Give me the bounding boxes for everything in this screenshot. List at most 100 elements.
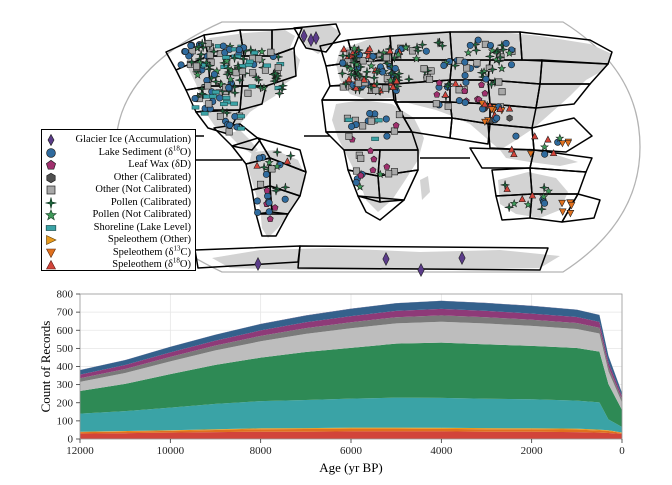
x-tick-label: 10000 bbox=[157, 445, 185, 457]
proxy-marker bbox=[481, 118, 489, 126]
proxy-marker bbox=[496, 104, 504, 112]
proxy-marker bbox=[362, 67, 372, 77]
proxy-marker bbox=[482, 75, 490, 83]
proxy-marker bbox=[278, 81, 288, 91]
proxy-marker bbox=[342, 61, 352, 71]
proxy-marker bbox=[268, 165, 276, 173]
proxy-marker bbox=[375, 169, 385, 179]
proxy-marker bbox=[567, 202, 576, 210]
proxy-marker bbox=[216, 94, 224, 102]
proxy-marker bbox=[205, 100, 213, 108]
y-tick-label: 200 bbox=[57, 397, 74, 409]
proxy-marker bbox=[391, 64, 399, 72]
proxy-marker bbox=[216, 112, 224, 120]
proxy-marker bbox=[192, 62, 200, 70]
triangle-right-icon bbox=[46, 235, 57, 245]
proxy-marker bbox=[204, 82, 212, 90]
proxy-marker bbox=[544, 186, 553, 195]
proxy-marker bbox=[422, 47, 430, 55]
proxy-marker bbox=[219, 42, 227, 50]
area-series bbox=[80, 397, 622, 433]
legend-label-superscript: Speleothem (δ13C) bbox=[112, 244, 191, 258]
proxy-marker bbox=[461, 87, 468, 95]
proxy-marker bbox=[253, 161, 261, 169]
proxy-marker bbox=[444, 79, 454, 89]
star-icon bbox=[45, 209, 57, 221]
proxy-marker bbox=[417, 40, 427, 50]
proxy-marker bbox=[271, 204, 279, 211]
proxy-marker bbox=[274, 88, 285, 99]
proxy-marker bbox=[494, 56, 504, 66]
proxy-marker bbox=[222, 55, 230, 60]
area-series bbox=[80, 321, 622, 410]
proxy-marker bbox=[274, 63, 282, 71]
proxy-marker bbox=[366, 109, 374, 117]
proxy-marker bbox=[539, 192, 549, 201]
x-axis-label: Age (yr BP) bbox=[319, 460, 383, 475]
proxy-marker bbox=[485, 51, 495, 61]
area-series bbox=[80, 300, 622, 439]
proxy-marker bbox=[527, 150, 535, 158]
proxy-marker bbox=[253, 197, 261, 205]
proxy-marker bbox=[455, 97, 463, 105]
proxy-marker bbox=[443, 81, 453, 91]
proxy-marker bbox=[539, 183, 549, 193]
proxy-marker bbox=[444, 102, 452, 110]
area-series bbox=[80, 308, 622, 400]
proxy-marker bbox=[261, 66, 269, 74]
region-polygon bbox=[561, 193, 601, 223]
x-tick-label: 12000 bbox=[66, 445, 94, 457]
land-southeast-asia bbox=[500, 148, 578, 166]
proxy-marker bbox=[558, 208, 567, 216]
proxy-marker bbox=[348, 122, 356, 130]
legend-label: Pollen (Not Calibrated) bbox=[92, 209, 191, 220]
proxy-marker bbox=[312, 30, 320, 46]
proxy-marker bbox=[392, 77, 401, 84]
proxy-marker bbox=[225, 128, 233, 136]
proxy-marker bbox=[222, 56, 232, 65]
proxy-marker bbox=[510, 150, 518, 157]
proxy-marker bbox=[372, 67, 382, 77]
y-axis-label: Count of Records bbox=[38, 321, 53, 413]
proxy-marker bbox=[504, 202, 514, 212]
proxy-marker bbox=[265, 208, 273, 216]
proxy-marker bbox=[238, 67, 246, 75]
region-polygon bbox=[255, 213, 289, 237]
proxy-marker bbox=[518, 195, 526, 203]
proxy-marker bbox=[461, 58, 469, 66]
land-greenland bbox=[300, 25, 340, 54]
proxy-marker bbox=[354, 79, 362, 87]
map-legend: Glacier Ice (Accumulation) Lake Sediment… bbox=[41, 129, 196, 271]
proxy-marker bbox=[206, 51, 214, 59]
proxy-marker bbox=[209, 94, 217, 99]
proxy-marker bbox=[254, 75, 264, 85]
proxy-marker bbox=[246, 45, 256, 55]
proxy-marker bbox=[345, 117, 353, 122]
circle-icon bbox=[46, 147, 56, 158]
map-panel: Glacier Ice (Accumulation) Lake Sediment… bbox=[41, 21, 641, 278]
four-point-star-icon bbox=[45, 196, 57, 209]
proxy-marker bbox=[257, 46, 267, 56]
proxy-marker bbox=[211, 77, 221, 87]
triangle-up-icon bbox=[46, 259, 56, 270]
diamond-icon bbox=[47, 134, 55, 146]
proxy-marker bbox=[466, 41, 474, 49]
pentagon-icon bbox=[45, 159, 57, 170]
legend-item: Lake Sediment (δ18O) bbox=[45, 145, 191, 159]
proxy-marker bbox=[263, 63, 272, 68]
proxy-marker bbox=[272, 161, 282, 171]
proxy-marker bbox=[205, 61, 215, 71]
proxy-marker bbox=[491, 47, 501, 57]
proxy-marker bbox=[382, 115, 390, 123]
legend-label: Glacier Ice (Accumulation) bbox=[75, 134, 191, 145]
proxy-marker bbox=[473, 59, 481, 67]
proxy-marker bbox=[277, 84, 287, 94]
proxy-marker bbox=[471, 45, 481, 55]
proxy-marker bbox=[382, 251, 390, 267]
proxy-marker bbox=[367, 147, 374, 154]
proxy-marker bbox=[235, 46, 243, 54]
legend-item: Pollen (Calibrated) bbox=[45, 197, 191, 209]
legend-label: Pollen (Calibrated) bbox=[110, 196, 191, 208]
y-tick-label: 100 bbox=[57, 415, 74, 427]
proxy-marker bbox=[345, 75, 353, 83]
